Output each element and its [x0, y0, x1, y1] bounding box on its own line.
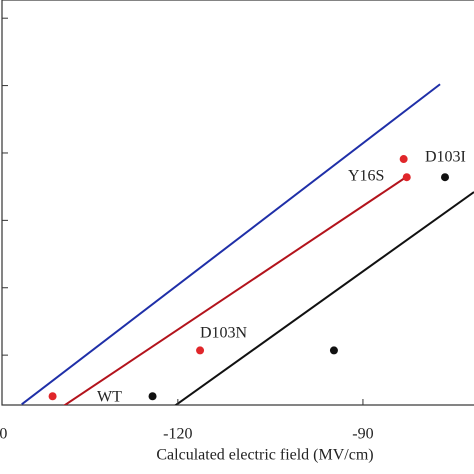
data-point [402, 173, 411, 182]
data-point [329, 346, 338, 355]
data-point [441, 173, 450, 182]
fit-line [174, 191, 474, 405]
fit-line [21, 83, 441, 405]
data-point [196, 346, 205, 355]
data-point [399, 155, 408, 164]
plot-frame [1, 0, 474, 406]
data-point [48, 392, 57, 401]
x-tick-label: -150 [0, 426, 7, 443]
data-point [148, 392, 157, 401]
point-label: WT [97, 389, 122, 406]
point-label: Y16S [348, 168, 384, 185]
x-tick-label: -90 [352, 426, 373, 443]
x-axis-label: Calculated electric field (MV/cm) [156, 447, 373, 464]
plot-area [21, 83, 474, 405]
point-label: D103I [425, 149, 466, 166]
fit-line [63, 175, 409, 405]
x-tick-label: -120 [163, 426, 192, 443]
point-label: D103N [200, 325, 248, 342]
